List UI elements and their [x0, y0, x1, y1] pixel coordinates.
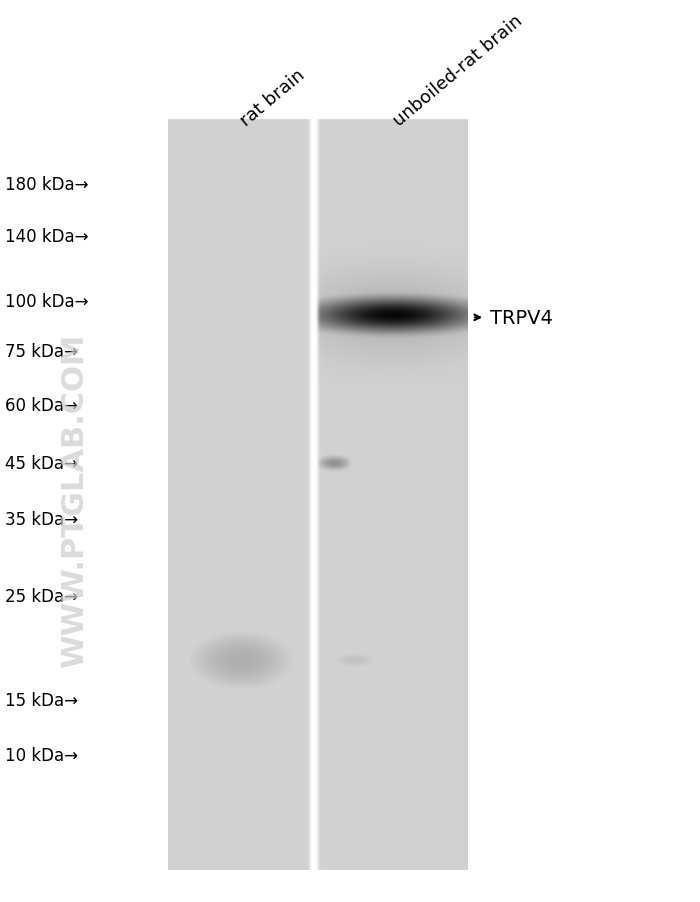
Text: WWW.PTGLAB.COM: WWW.PTGLAB.COM — [60, 333, 90, 667]
Text: 140 kDa→: 140 kDa→ — [5, 228, 88, 246]
Text: 180 kDa→: 180 kDa→ — [5, 176, 88, 194]
Text: 60 kDa→: 60 kDa→ — [5, 397, 78, 415]
Text: TRPV4: TRPV4 — [490, 308, 553, 327]
Text: 35 kDa→: 35 kDa→ — [5, 510, 78, 528]
Text: 25 kDa→: 25 kDa→ — [5, 587, 78, 605]
Text: 45 kDa→: 45 kDa→ — [5, 454, 78, 472]
Text: rat brain: rat brain — [237, 66, 308, 130]
Text: 100 kDa→: 100 kDa→ — [5, 293, 88, 311]
Text: 75 kDa→: 75 kDa→ — [5, 343, 78, 361]
Text: unboiled-rat brain: unboiled-rat brain — [390, 12, 526, 130]
Text: 10 kDa→: 10 kDa→ — [5, 746, 78, 764]
Text: 15 kDa→: 15 kDa→ — [5, 691, 78, 709]
